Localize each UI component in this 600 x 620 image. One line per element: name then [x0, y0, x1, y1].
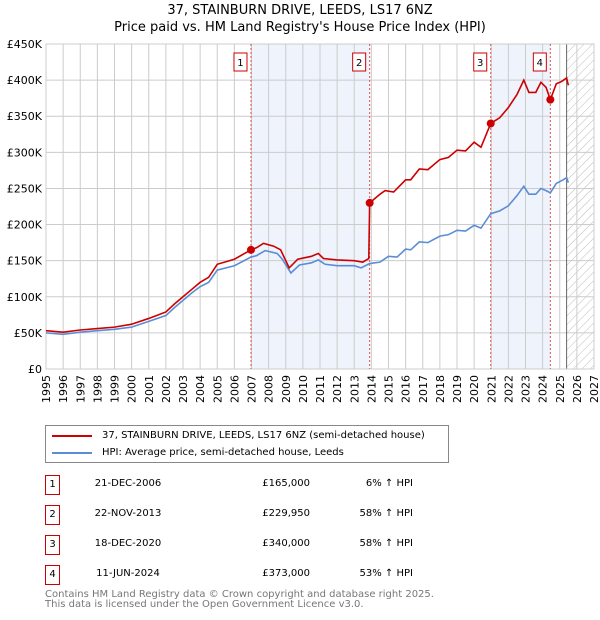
shaded-period: [250, 44, 370, 369]
sale-point: [486, 119, 495, 128]
sale-marker-label: 2: [45, 505, 60, 525]
sale-hpi-diff: 58% ↑ HPI: [359, 538, 413, 549]
x-tick-label: 2017: [417, 375, 430, 403]
x-tick-label: 2019: [451, 375, 464, 403]
sale-marker-number: 2: [356, 58, 362, 69]
y-tick-label: £250K: [7, 182, 43, 195]
x-tick-label: 1995: [40, 375, 53, 403]
x-tick-label: 2027: [588, 375, 600, 403]
transaction-row: 4 11-JUN-2024 £373,000 53% ↑ HPI: [45, 565, 465, 585]
sale-marker-label: 3: [45, 535, 60, 555]
x-tick-label: 1997: [74, 375, 87, 403]
sale-date: 22-NOV-2013: [94, 508, 162, 519]
legend-item-property: 37, STAINBURN DRIVE, LEEDS, LS17 6NZ (se…: [52, 430, 425, 441]
y-tick-label: £350K: [7, 110, 43, 123]
y-tick-label: £450K: [7, 38, 43, 51]
sale-date: 11-JUN-2024: [96, 568, 160, 579]
legend: 37, STAINBURN DRIVE, LEEDS, LS17 6NZ (se…: [45, 425, 449, 463]
sale-price: £229,950: [262, 508, 310, 519]
sale-hpi-diff: 58% ↑ HPI: [359, 508, 413, 519]
legend-swatch-blue: [52, 451, 92, 454]
y-tick-label: £150K: [7, 255, 43, 268]
x-tick-label: 2021: [485, 375, 498, 403]
legend-item-hpi: HPI: Average price, semi-detached house,…: [52, 447, 344, 458]
x-tick-label: 2007: [246, 375, 259, 403]
y-tick-label: £200K: [7, 219, 43, 232]
x-tick-label: 1996: [57, 375, 70, 403]
shaded-period: [490, 44, 551, 369]
sale-date: 18-DEC-2020: [94, 538, 162, 549]
hpi-line: [45, 176, 570, 336]
sale-marker-number: 4: [537, 58, 543, 69]
sale-marker-box: [352, 52, 367, 72]
x-tick-label: 1998: [91, 375, 104, 403]
x-tick-label: 2022: [502, 375, 515, 403]
x-tick-label: 2006: [228, 375, 241, 403]
sale-price: £165,000: [262, 478, 310, 489]
transaction-row: 3 18-DEC-2020 £340,000 58% ↑ HPI: [45, 535, 465, 555]
transaction-row: 2 22-NOV-2013 £229,950 58% ↑ HPI: [45, 505, 465, 525]
sale-marker-number: 3: [477, 58, 483, 69]
x-tick-label: 2003: [177, 375, 190, 403]
footer-line: Contains HM Land Registry data © Crown c…: [45, 589, 434, 600]
x-tick-label: 2001: [143, 375, 156, 403]
x-tick-label: 2015: [383, 375, 396, 403]
x-tick-label: 2008: [263, 375, 276, 403]
property-price-line: [45, 76, 570, 333]
x-tick-label: 2002: [160, 375, 173, 403]
plot-frame: [45, 43, 595, 370]
x-tick-label: 1999: [109, 375, 122, 403]
x-tick-label: 2011: [314, 375, 327, 403]
sale-hpi-diff: 6% ↑ HPI: [365, 478, 413, 489]
sale-marker-box: [233, 52, 248, 72]
sale-point: [546, 95, 555, 104]
legend-label: HPI: Average price, semi-detached house,…: [102, 447, 344, 458]
x-tick-label: 2009: [280, 375, 293, 403]
x-tick-label: 2012: [331, 375, 344, 403]
x-tick-label: 2023: [520, 375, 533, 403]
x-tick-label: 2025: [554, 375, 567, 403]
x-tick-label: 2020: [468, 375, 481, 403]
x-tick-label: 2014: [365, 375, 378, 403]
sale-marker-box: [473, 52, 488, 72]
x-tick-label: 2018: [434, 375, 447, 403]
price-chart: 1995 1996 1997 1998 1999 2000 2001 2002 2003 2004…: [7, 38, 600, 403]
sale-hpi-diff: 53% ↑ HPI: [359, 568, 413, 579]
y-tick-label: £400K: [7, 74, 43, 87]
x-tick-label: 2010: [297, 375, 310, 403]
x-tick-label: 2026: [571, 375, 584, 403]
footer-line: This data is licensed under the Open Gov…: [45, 599, 364, 610]
x-tick-label: 2013: [348, 375, 361, 403]
sale-point: [246, 245, 255, 254]
x-tick-label: 2000: [126, 375, 139, 403]
sale-marker-number: 1: [237, 58, 243, 69]
sale-date: 21-DEC-2006: [94, 478, 162, 489]
sale-marker-label: 4: [45, 565, 60, 585]
y-tick-label: £0: [28, 363, 42, 376]
sale-marker-box: [532, 52, 547, 72]
legend-label: 37, STAINBURN DRIVE, LEEDS, LS17 6NZ (se…: [102, 430, 425, 441]
transaction-row: 1 21-DEC-2006 £165,000 6% ↑ HPI: [45, 475, 465, 495]
y-tick-label: £100K: [7, 291, 43, 304]
chart-title: 37, STAINBURN DRIVE, LEEDS, LS17 6NZ: [167, 3, 433, 18]
sale-price: £340,000: [262, 538, 310, 549]
x-tick-label: 2004: [194, 375, 207, 403]
legend-swatch-red: [52, 434, 92, 437]
sale-marker-label: 1: [45, 475, 60, 495]
x-tick-label: 2005: [211, 375, 224, 403]
x-tick-label: 2016: [400, 375, 413, 403]
footer: Contains HM Land Registry data © Crown c…: [45, 590, 434, 610]
y-tick-label: £300K: [7, 146, 43, 159]
chart-subtitle: Price paid vs. HM Land Registry's House …: [114, 20, 486, 35]
sale-point: [365, 198, 374, 207]
x-tick-label: 2024: [537, 375, 550, 403]
forecast-hatch: [566, 44, 594, 369]
y-tick-label: £50K: [14, 327, 43, 340]
sale-price: £373,000: [262, 568, 310, 579]
